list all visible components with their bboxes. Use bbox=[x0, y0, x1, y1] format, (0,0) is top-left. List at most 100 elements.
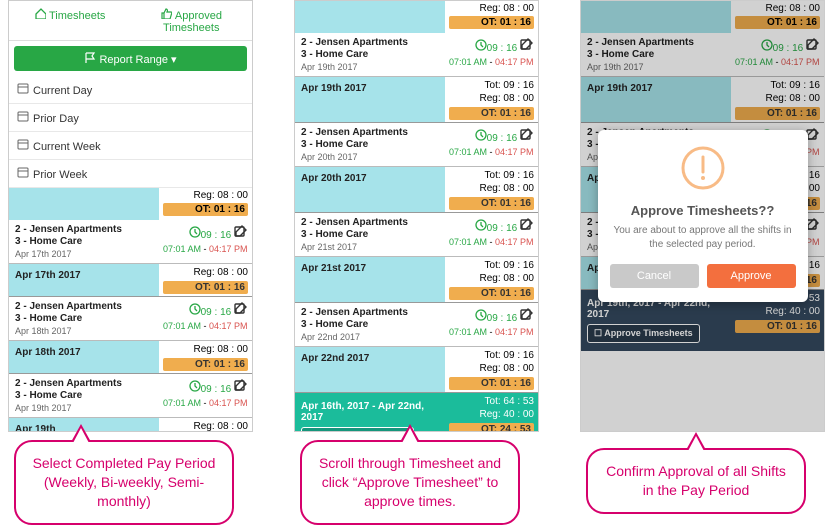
time-in: 07:01 AM bbox=[163, 398, 201, 408]
tot-hours: Tot: 64 : 53 bbox=[449, 395, 534, 408]
shift-location: 2 - Jensen Apartments bbox=[15, 378, 153, 389]
shift-date: Apr 19th 2017 bbox=[301, 62, 439, 72]
summary-date: Apr 18th 2017 bbox=[9, 341, 159, 373]
callout-3: Confirm Approval of all Shifts in the Pa… bbox=[586, 448, 806, 514]
range-option[interactable]: Current Day bbox=[9, 76, 252, 104]
reg-hours: Reg: 08 : 00 bbox=[449, 362, 534, 375]
clock-hours: 09 : 16 bbox=[201, 307, 232, 318]
shift-row[interactable]: 2 - Jensen Apartments 3 - Home Care Apr … bbox=[295, 123, 538, 167]
reg-hours: Reg: 40 : 00 bbox=[449, 408, 534, 421]
approve-label: Approve Timesheets bbox=[318, 431, 406, 432]
time-out: 04:17 PM bbox=[209, 398, 248, 408]
shift-location: 2 - Jensen Apartments bbox=[15, 301, 153, 312]
shift-date: Apr 21st 2017 bbox=[301, 242, 439, 252]
summary-date: Apr 19th 2017 bbox=[295, 77, 445, 122]
ot-hours: OT: 01 : 16 bbox=[449, 16, 534, 29]
time-in: 07:01 AM bbox=[449, 57, 487, 67]
calendar-icon bbox=[17, 138, 29, 150]
modal-title: Approve Timesheets?? bbox=[610, 203, 796, 218]
shift-row[interactable]: 2 - Jensen Apartments 3 - Home Care Apr … bbox=[9, 297, 252, 341]
edit-icon[interactable] bbox=[234, 224, 248, 238]
time-out: 04:17 PM bbox=[495, 327, 534, 337]
summary-row-partial: Reg: 08 : 00 OT: 01 : 16 bbox=[9, 188, 252, 220]
clock-icon bbox=[189, 380, 201, 392]
summary-date: Apr 22nd 2017 bbox=[295, 347, 445, 392]
ot-hours: OT: 01 : 16 bbox=[449, 287, 534, 300]
time-in: 07:01 AM bbox=[449, 327, 487, 337]
edit-icon[interactable] bbox=[520, 307, 534, 321]
edit-icon[interactable] bbox=[520, 217, 534, 231]
reg-hours: Reg: 08 : 00 bbox=[449, 272, 534, 285]
shift-location: 2 - Jensen Apartments bbox=[301, 307, 439, 318]
time-out: 04:17 PM bbox=[495, 237, 534, 247]
clock-hours: 09 : 16 bbox=[201, 384, 232, 395]
ot-hours: OT: 01 : 16 bbox=[163, 358, 248, 371]
ot-hours: OT: 24 : 53 bbox=[449, 423, 534, 432]
clock-icon bbox=[475, 129, 487, 141]
tab-approved[interactable]: Approved Timesheets bbox=[131, 1, 253, 40]
edit-icon[interactable] bbox=[234, 378, 248, 392]
day-summary: Apr 18th 2017 Reg: 08 : 00 OT: 01 : 16 bbox=[9, 341, 252, 374]
approve-button[interactable]: Approve bbox=[707, 264, 796, 288]
time-in: 07:01 AM bbox=[449, 147, 487, 157]
edit-icon[interactable] bbox=[234, 301, 248, 315]
range-option[interactable]: Prior Day bbox=[9, 104, 252, 132]
shift-row[interactable]: 2 - Jensen Apartments 3 - Home Care Apr … bbox=[295, 213, 538, 257]
clock-icon bbox=[475, 219, 487, 231]
ot-hours: OT: 01 : 16 bbox=[449, 107, 534, 120]
flag-icon bbox=[84, 51, 96, 63]
cancel-button[interactable]: Cancel bbox=[610, 264, 699, 288]
panel-confirm: Reg: 08 : 00 OT: 01 : 16 2 - Jensen Apar… bbox=[580, 0, 825, 432]
shift-row[interactable]: 2 - Jensen Apartments 3 - Home Care Apr … bbox=[9, 374, 252, 418]
edit-icon[interactable] bbox=[520, 37, 534, 51]
edit-icon[interactable] bbox=[520, 127, 534, 141]
reg-hours: Reg: 08 : 00 bbox=[449, 182, 534, 195]
shift-date: Apr 17th 2017 bbox=[15, 249, 153, 259]
clock-icon bbox=[189, 226, 201, 238]
shift-location: 2 - Jensen Apartments bbox=[301, 37, 439, 48]
clock-icon bbox=[475, 39, 487, 51]
day-summary: Apr 17th 2017 Reg: 08 : 00 OT: 01 : 16 bbox=[9, 264, 252, 297]
approve-timesheets-button[interactable]: ☐ Approve Timesheets bbox=[301, 427, 414, 432]
reg-hours: Reg: 08 : 00 bbox=[163, 190, 248, 201]
callout-2: Scroll through Timesheet and click “Appr… bbox=[300, 440, 520, 525]
ot-hours: OT: 01 : 16 bbox=[449, 197, 534, 210]
reg-hours: Reg: 08 : 00 bbox=[163, 420, 248, 432]
shift-row[interactable]: 2 - Jensen Apartments 3 - Home Care Apr … bbox=[9, 220, 252, 264]
tabs: Timesheets Approved Timesheets bbox=[9, 1, 252, 41]
range-option-label: Current Day bbox=[33, 85, 92, 97]
shift-row[interactable]: 2 - Jensen Apartments 3 - Home Care Apr … bbox=[295, 303, 538, 347]
range-option[interactable]: Current Week bbox=[9, 132, 252, 160]
time-out: 04:17 PM bbox=[209, 321, 248, 331]
shift-row[interactable]: 2 - Jensen Apartments 3 - Home Care Apr … bbox=[295, 33, 538, 77]
summary-row-partial: Reg: 08 : 00 OT: 01 : 16 bbox=[295, 1, 538, 33]
shift-location: 2 - Jensen Apartments bbox=[15, 224, 153, 235]
clock-hours: 09 : 16 bbox=[201, 230, 232, 241]
report-range-button[interactable]: Report Range ▾ bbox=[14, 46, 247, 71]
callout-1: Select Completed Pay Period (Weekly, Bi-… bbox=[14, 440, 234, 525]
range-option[interactable]: Prior Week bbox=[9, 160, 252, 188]
range-option-label: Prior Day bbox=[33, 113, 79, 125]
shift-location2: 3 - Home Care bbox=[301, 319, 439, 330]
range-option-label: Prior Week bbox=[33, 169, 87, 181]
shift-location2: 3 - Home Care bbox=[15, 390, 153, 401]
ot-hours: OT: 01 : 16 bbox=[163, 281, 248, 294]
range-dropdown: Current Day Prior Day Current Week Prior… bbox=[9, 76, 252, 188]
shift-location: 2 - Jensen Apartments bbox=[301, 217, 439, 228]
clock-icon bbox=[189, 303, 201, 315]
reg-hours: Reg: 08 : 00 bbox=[163, 343, 248, 356]
time-in: 07:01 AM bbox=[163, 321, 201, 331]
reg-hours: Reg: 08 : 00 bbox=[449, 3, 534, 14]
caret-down-icon: ▾ bbox=[171, 54, 177, 66]
summary-date: Apr 17th 2017 bbox=[9, 264, 159, 296]
modal-message: You are about to approve all the shifts … bbox=[610, 224, 796, 252]
shift-location2: 3 - Home Care bbox=[15, 313, 153, 324]
shift-location2: 3 - Home Care bbox=[301, 49, 439, 60]
tot-hours: Tot: 09 : 16 bbox=[449, 349, 534, 362]
shift-location2: 3 - Home Care bbox=[15, 236, 153, 247]
shift-location: 2 - Jensen Apartments bbox=[301, 127, 439, 138]
time-in: 07:01 AM bbox=[163, 244, 201, 254]
tot-hours: Tot: 09 : 16 bbox=[449, 79, 534, 92]
tab-timesheets[interactable]: Timesheets bbox=[9, 1, 131, 40]
range-option-label: Current Week bbox=[33, 141, 101, 153]
